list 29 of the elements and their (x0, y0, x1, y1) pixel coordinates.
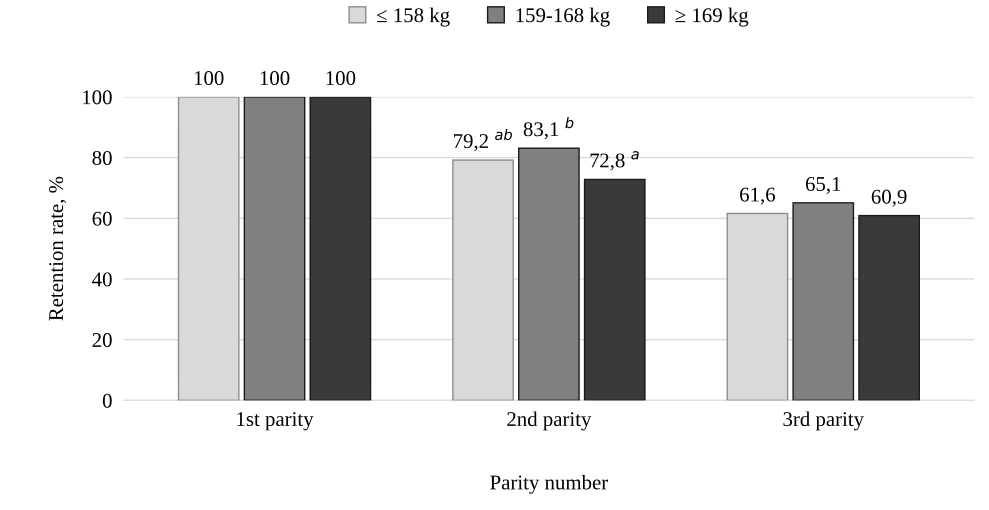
data-label: 72,8 $^{a}$ (590, 151, 639, 171)
bar (310, 96, 372, 400)
x-tick-label: 2nd parity (507, 411, 592, 430)
data-label: 65,1 (806, 176, 840, 194)
data-label: 60,9 (872, 190, 906, 207)
bar (858, 214, 920, 400)
data-label: 79,2 $^{ab}$ (454, 128, 512, 152)
y-tick-label: 0 (102, 394, 112, 408)
data-label: 83,1 $^{b}$ (524, 116, 574, 140)
y-tick-label: 20 (92, 333, 112, 348)
x-tick-label: 3rd parity (783, 411, 864, 430)
data-label: 100 (194, 71, 224, 86)
bar (518, 147, 580, 400)
bar (584, 178, 646, 400)
bar (244, 96, 306, 400)
y-tick-label: 100 (83, 90, 112, 104)
y-tick-label: 60 (92, 212, 112, 226)
x-axis-title: Parity number (490, 474, 608, 494)
x-tick-label: 1st parity (237, 412, 314, 430)
legend-label: 159-168 kg (516, 8, 610, 27)
data-label: 61,6 (740, 188, 776, 205)
y-tick-label: 80 (92, 150, 112, 166)
y-axis-title: Retention rate, % (49, 176, 66, 321)
y-tick-label: 40 (92, 272, 112, 286)
data-label: 100 (260, 71, 290, 86)
legend-label: ≤ 158 kg (377, 8, 450, 27)
bar (792, 202, 854, 400)
legend-label: ≥ 169 kg (676, 8, 748, 27)
data-label: 100 (326, 71, 356, 86)
